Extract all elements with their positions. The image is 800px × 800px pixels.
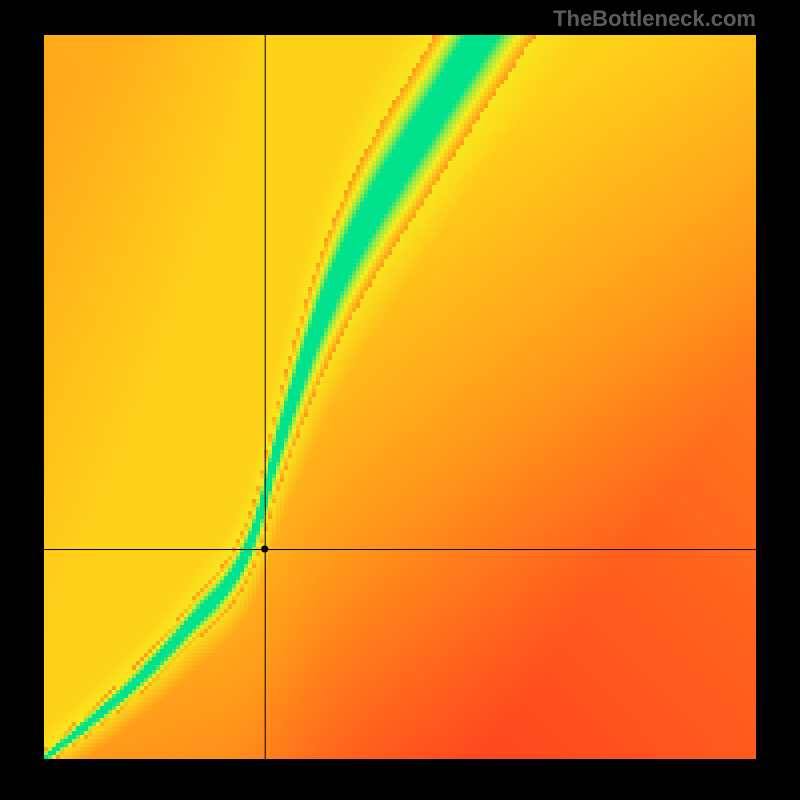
bottleneck-heatmap [0, 0, 800, 800]
watermark-text: TheBottleneck.com [553, 6, 756, 32]
